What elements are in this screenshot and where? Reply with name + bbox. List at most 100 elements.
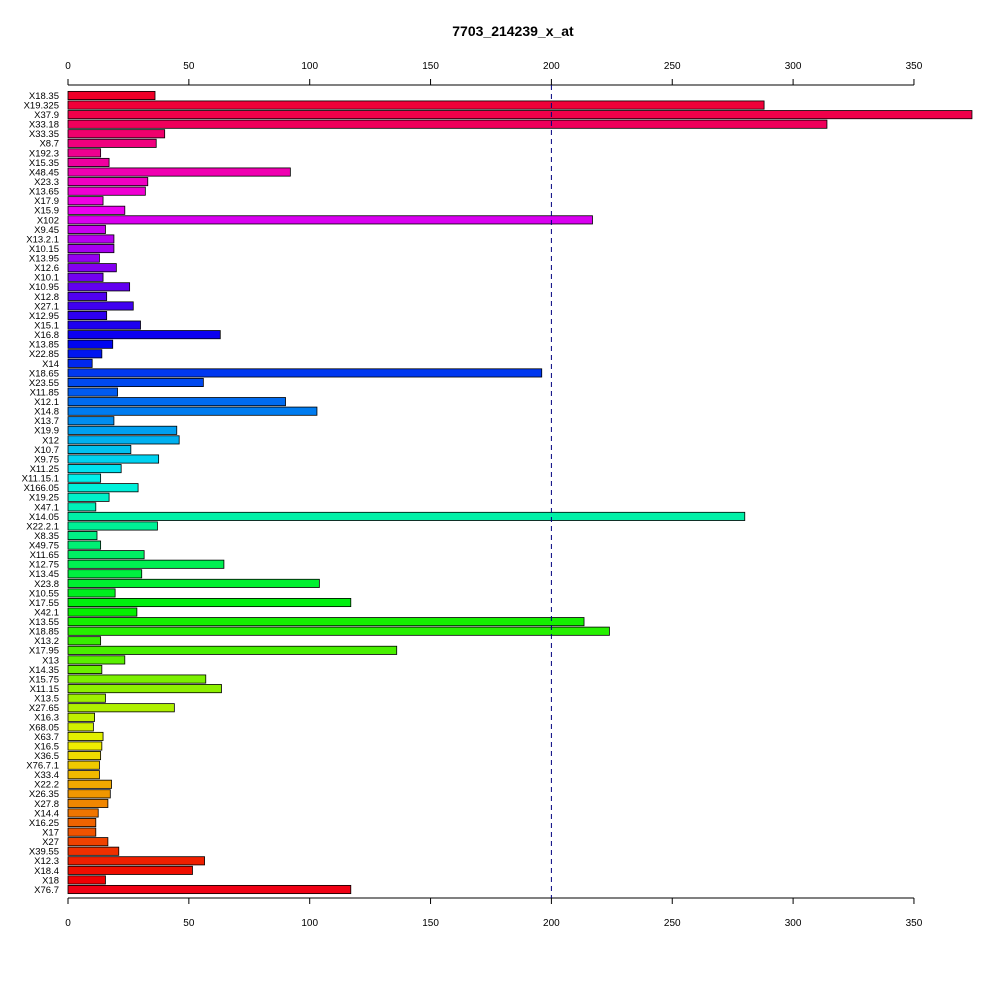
bar-X16.8 [67,330,221,340]
x-axis-bottom-tick-label: 50 [183,918,195,929]
category-label: X166.05 [24,483,59,494]
bar-X14.05 [67,511,746,521]
bar-X102 [67,215,593,225]
bar-X10.1 [67,272,104,282]
bar-X27.1 [67,301,134,311]
x-axis-top-tick-label: 300 [785,61,802,72]
category-label: X42.1 [34,607,59,618]
category-label: X13 [42,655,59,666]
bar-X16.3 [67,712,95,722]
x-axis-top-tick-label: 150 [422,61,439,72]
bar-X10.95 [67,282,131,292]
bar-X13.5 [67,693,106,703]
x-axis-bottom-tick-label: 300 [785,918,802,929]
bar-X13.45 [67,569,143,579]
category-label: X15.35 [29,158,59,169]
bar-X23.3 [67,177,149,187]
bar-X11.85 [67,387,118,397]
bar-X11.25 [67,464,122,474]
bar-X12.95 [67,311,108,321]
category-label: X27 [42,837,59,848]
category-label: X13.65 [29,187,59,198]
category-label: X9.45 [34,225,59,236]
x-axis-bottom-tick-label: 250 [664,918,681,929]
category-label: X19.25 [29,493,59,504]
bar-X11.15.1 [67,473,102,483]
bar-X12.3 [67,856,205,866]
category-label: X19.325 [24,100,59,111]
category-label: X102 [37,215,59,226]
x-axis-top-tick-label: 250 [664,61,681,72]
bar-X37.9 [67,110,973,120]
category-label: X8.7 [39,139,59,150]
x-axis-bottom-tick-label: 150 [422,918,439,929]
chart-title: 7703_214239_x_at [452,23,574,39]
category-label: X13.55 [29,617,59,628]
category-label: X11.25 [30,464,59,475]
category-label: X19.9 [34,426,59,437]
category-label: X17 [42,828,59,839]
category-label: X14.05 [29,512,59,523]
bars-group [67,90,973,895]
category-label: X22.85 [29,349,59,360]
bar-X17.95 [67,645,398,655]
x-axis-bottom-tick-label: 0 [65,918,71,929]
bar-X18.65 [67,368,543,378]
category-label: X10.55 [29,588,59,599]
bar-X15.1 [67,320,141,330]
bar-X13.95 [67,253,100,263]
bar-X47.1 [67,502,97,512]
category-label: X16.3 [34,713,59,724]
bar-X76.7.1 [67,760,100,770]
category-label: X14.8 [34,407,59,418]
category-label: X13.95 [29,254,59,265]
bar-X22.85 [67,349,103,359]
bar-X18.4 [67,865,193,875]
bar-X49.75 [67,540,102,550]
category-label: X39.55 [29,847,59,858]
bar-X14.35 [67,664,103,674]
category-label: X76.7 [34,885,59,896]
category-label: X76.7.1 [26,761,59,772]
category-label: X18 [42,875,59,886]
category-label: X14.35 [29,665,59,676]
bar-X13.85 [67,339,114,349]
bar-X18.85 [67,626,610,636]
bar-X11.65 [67,550,145,560]
bar-X12.1 [67,397,286,407]
bar-X23.8 [67,578,320,588]
bar-X12 [67,435,180,445]
bar-X27.65 [67,703,175,713]
bar-X13.55 [67,617,585,627]
bar-X14.4 [67,808,99,818]
bar-X33.4 [67,770,100,780]
category-label: X33.18 [29,120,59,131]
category-label: X13.45 [29,569,59,580]
bar-X26.35 [67,789,111,799]
bar-X13.65 [67,186,146,196]
bar-X166.05 [67,483,139,493]
bar-X16.5 [67,741,103,751]
bar-X15.35 [67,157,110,167]
category-label: X18.4 [34,866,59,877]
x-axis-top-tick-label: 350 [906,61,923,72]
category-label: X12.8 [34,292,59,303]
category-label: X12.95 [29,311,59,322]
bar-X17.55 [67,598,352,608]
bar-X10.15 [67,244,115,254]
bar-X12.6 [67,263,117,273]
category-label: X47.1 [34,502,59,513]
bar-X19.325 [67,100,765,110]
bar-X9.45 [67,224,106,234]
bar-X14.8 [67,406,318,416]
bar-X10.55 [67,588,116,598]
category-label: X33.35 [29,129,59,140]
bar-X68.05 [67,722,94,732]
bar-X19.9 [67,425,178,435]
category-label: X12.3 [34,856,59,867]
category-label: X23.3 [34,177,59,188]
category-label: X27.65 [29,703,59,714]
bar-X22.2 [67,779,112,789]
x-axis-top-tick-label: 0 [65,61,71,72]
